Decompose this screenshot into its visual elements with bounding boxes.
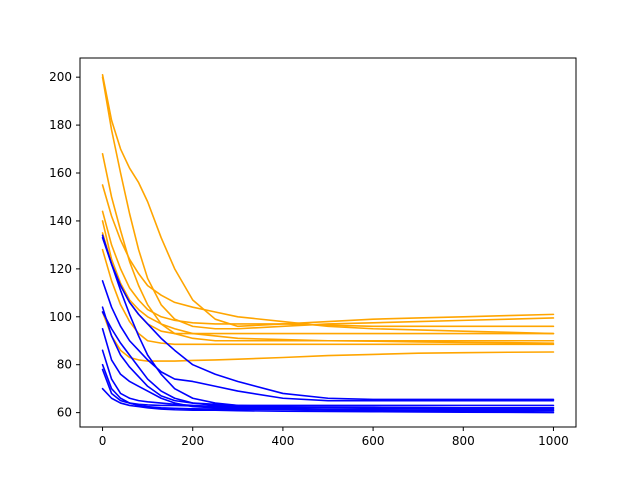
y-tick-label: 200 [49, 70, 72, 84]
series-line-4 [101, 184, 555, 335]
y-tick-label: 80 [57, 358, 72, 372]
series-line-18 [101, 368, 555, 409]
series-line-19 [101, 387, 555, 414]
y-tick-label: 120 [49, 262, 72, 276]
x-tick-label: 200 [181, 434, 204, 448]
x-tick-label: 0 [99, 434, 107, 448]
series-line-8 [101, 248, 555, 346]
x-axis: 0 200 400 600 800 1000 [99, 427, 569, 448]
y-tick-label: 180 [49, 118, 72, 132]
x-tick-label: 800 [452, 434, 475, 448]
series-line-6 [101, 220, 555, 344]
x-tick-label: 400 [271, 434, 294, 448]
y-tick-label: 100 [49, 310, 72, 324]
series-line-12 [101, 280, 555, 402]
x-tick-label: 1000 [538, 434, 569, 448]
series-line-14 [101, 311, 555, 410]
series-line-5 [101, 210, 555, 328]
series-line-2 [101, 76, 555, 330]
x-tick-label: 600 [362, 434, 385, 448]
y-axis: 60 80 100 120 140 160 180 200 [49, 70, 80, 420]
y-tick-label: 140 [49, 214, 72, 228]
series-line-9 [101, 311, 555, 362]
y-tick-label: 160 [49, 166, 72, 180]
series-line-11 [101, 236, 555, 401]
y-tick-label: 60 [57, 406, 72, 420]
plot-frame [79, 57, 577, 428]
series-layer [101, 73, 555, 414]
series-line-10 [101, 234, 555, 407]
